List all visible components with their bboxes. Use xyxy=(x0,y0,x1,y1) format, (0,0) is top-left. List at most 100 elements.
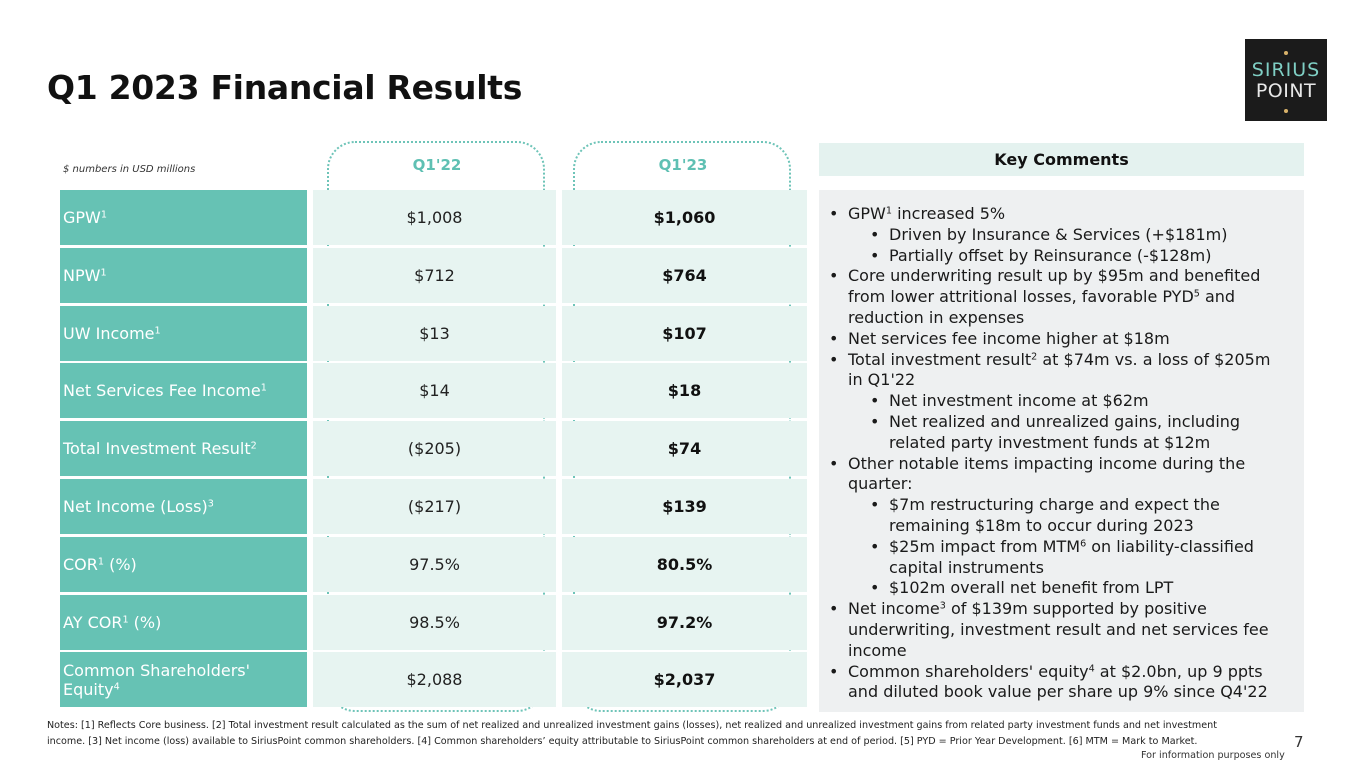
footnote-ref: 4 xyxy=(113,681,120,693)
q1-22-value: $2,088 xyxy=(313,652,556,708)
row-label-suffix: (%) xyxy=(104,554,137,574)
q1-23-value: $764 xyxy=(562,247,807,303)
q1-22-value: ($217) xyxy=(313,479,556,534)
footnote-ref: 2 xyxy=(1031,350,1038,362)
q1-22-value: $712 xyxy=(313,247,556,303)
row-label-text: NPW1 xyxy=(63,266,107,285)
q1-22-value: $1,008 xyxy=(313,190,556,245)
q1-22-value: $13 xyxy=(313,305,556,361)
q1-22-value: $14 xyxy=(313,363,556,419)
comment-text: $25m impact from MTM xyxy=(889,536,1081,556)
comment-text: $7m restructuring charge and expect the … xyxy=(889,495,1220,535)
comment-text: on liability-classified capital instrume… xyxy=(889,536,1254,577)
comment-text: at $2.0bn, up 9 ppts and diluted book va… xyxy=(848,661,1268,702)
logo-line-2: POINT xyxy=(1255,80,1317,102)
footnote-ref: 5 xyxy=(1193,288,1200,300)
sub-bullet-item: $7m restructuring charge and expect the … xyxy=(827,495,1290,537)
comment-text: Net investment income at $62m xyxy=(889,391,1149,411)
information-disclaimer: For information purposes only xyxy=(1141,750,1285,761)
bullet-item: Total investment result2 at $74m vs. a l… xyxy=(827,350,1290,392)
row-label-text: Common Shareholders' Equity4 xyxy=(63,661,307,699)
footnote-ref: 2 xyxy=(250,440,257,452)
q1-23-value: $2,037 xyxy=(562,652,807,708)
comment-text: Net realized and unrealized gains, inclu… xyxy=(889,411,1241,452)
bullet-item: Net income3 of $139m supported by positi… xyxy=(827,599,1290,661)
row-label-text: COR1 (%) xyxy=(63,555,137,574)
row-label: COR1 (%) xyxy=(60,536,307,592)
row-label-name: Net Services Fee Income xyxy=(63,381,261,401)
comment-text: of $139m supported by positive underwrit… xyxy=(848,599,1269,660)
row-label: Common Shareholders' Equity4 xyxy=(60,652,307,708)
comment-text: Core underwriting result up by $95m and … xyxy=(848,266,1261,307)
comment-text: Other notable items impacting income dur… xyxy=(848,453,1246,494)
table-row: NPW1 $712 $764 xyxy=(60,247,807,303)
row-label-text: UW Income1 xyxy=(63,324,161,343)
footnote-ref: 1 xyxy=(260,382,267,394)
bullet-item: Other notable items impacting income dur… xyxy=(827,454,1290,496)
key-comments-panel: GPW1 increased 5%Driven by Insurance & S… xyxy=(819,190,1304,712)
row-label: NPW1 xyxy=(60,247,307,303)
row-label-name: AY COR xyxy=(63,612,123,632)
row-label-text: GPW1 xyxy=(63,208,107,227)
column-header-q1-23: Q1'23 xyxy=(658,156,708,174)
footnote-ref: 1 xyxy=(154,324,161,336)
key-comments-heading: Key Comments xyxy=(819,143,1304,176)
row-label-name: COR xyxy=(63,554,98,574)
row-label: Net Income (Loss)3 xyxy=(60,479,307,534)
sub-bullet-item: Partially offset by Reinsurance (-$128m) xyxy=(827,246,1290,267)
logo-dot-top xyxy=(1284,51,1288,55)
comment-text: Common shareholders' equity xyxy=(848,661,1089,681)
q1-23-value: $1,060 xyxy=(562,190,807,245)
row-label-suffix: (%) xyxy=(128,612,162,632)
comment-text: Driven by Insurance & Services (+$181m) xyxy=(889,224,1228,244)
footnote-ref: 1 xyxy=(885,205,892,217)
q1-23-value: 97.2% xyxy=(562,594,807,650)
logo-dot-bottom xyxy=(1284,109,1288,113)
row-label: AY COR1 (%) xyxy=(60,594,307,650)
table-row: GPW1 $1,008 $1,060 xyxy=(60,190,807,245)
footnote-ref: 1 xyxy=(122,613,129,625)
q1-22-value: ($205) xyxy=(313,421,556,477)
comment-text: and reduction in expenses xyxy=(848,287,1236,327)
comment-text: GPW xyxy=(848,204,886,223)
row-label-text: Net Services Fee Income1 xyxy=(63,381,267,400)
units-note: $ numbers in USD millions xyxy=(63,164,196,175)
table-row: Common Shareholders' Equity4 $2,088 $2,037 xyxy=(60,652,807,708)
page-number: 7 xyxy=(1294,733,1304,751)
row-label-name: UW Income xyxy=(63,323,155,343)
comment-text: Net services fee income higher at $18m xyxy=(848,328,1170,348)
q1-23-value: 80.5% xyxy=(562,536,807,592)
footnote-ref: 4 xyxy=(1088,662,1095,674)
footnote-ref: 1 xyxy=(100,209,107,221)
comment-text: Total investment result xyxy=(848,349,1032,369)
row-label-name: NPW xyxy=(63,265,101,285)
row-label-text: AY COR1 (%) xyxy=(63,613,161,632)
row-label-name: Net Income (Loss) xyxy=(63,497,208,516)
bullet-item: Common shareholders' equity4 at $2.0bn, … xyxy=(827,662,1290,704)
comment-text: increased 5% xyxy=(891,204,1006,223)
sub-bullet-item: Driven by Insurance & Services (+$181m) xyxy=(827,225,1290,246)
footnote-ref: 3 xyxy=(939,600,946,612)
q1-23-value: $18 xyxy=(562,363,807,419)
row-label: Total Investment Result2 xyxy=(60,421,307,477)
footnote-ref: 6 xyxy=(1080,538,1087,549)
comment-text: Partially offset by Reinsurance (-$128m) xyxy=(889,245,1212,265)
q1-22-value: 98.5% xyxy=(313,594,556,650)
logo-line-1: SIRIUS xyxy=(1251,59,1321,81)
row-label-name: Common Shareholders' Equity xyxy=(63,660,251,699)
sub-bullet-item: Net investment income at $62m xyxy=(827,391,1290,412)
footnote-ref: 3 xyxy=(207,498,214,510)
footnotes: Notes: [1] Reflects Core business. [2] T… xyxy=(47,720,1218,747)
page-title: Q1 2023 Financial Results xyxy=(47,68,523,107)
row-label-name: GPW xyxy=(63,208,101,227)
row-label-text: Net Income (Loss)3 xyxy=(63,497,214,516)
footnote-ref: 1 xyxy=(100,267,107,279)
key-comments-list: GPW1 increased 5%Driven by Insurance & S… xyxy=(827,204,1290,703)
comment-text: Net income xyxy=(848,599,940,619)
bullet-item: Net services fee income higher at $18m xyxy=(827,329,1290,350)
table-row: Net Services Fee Income1 $14 $18 xyxy=(60,363,807,419)
comment-text: at $74m vs. a loss of $205m in Q1'22 xyxy=(848,349,1271,390)
table-row: Net Income (Loss)3 ($217) $139 xyxy=(60,479,807,534)
column-header-q1-22: Q1'22 xyxy=(412,156,462,174)
bullet-item: Core underwriting result up by $95m and … xyxy=(827,266,1290,328)
